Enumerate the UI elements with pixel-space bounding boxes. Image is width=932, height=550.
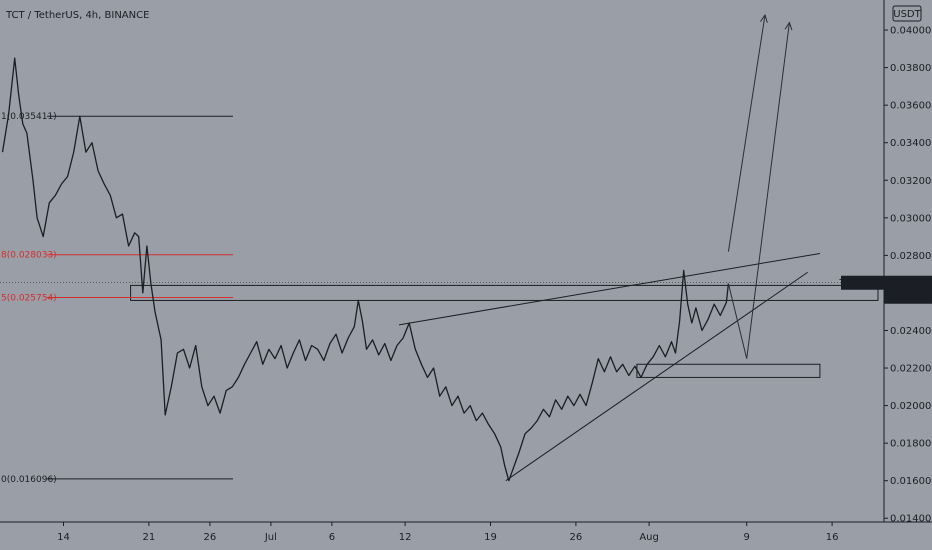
time-axis-label: 21	[143, 532, 156, 543]
time-axis-label: 6	[329, 532, 335, 543]
fib-level-label: 0(0.016096)	[1, 475, 57, 485]
time-axis-label: 26	[570, 532, 583, 543]
wedge-upper-trendline[interactable]	[398, 252, 820, 326]
time-axis-label: 12	[399, 532, 412, 543]
price-axis-label: 0.014000	[890, 514, 932, 525]
resistance-zone-box[interactable]	[130, 284, 879, 301]
projection-arrow-1-head	[760, 13, 768, 23]
projection-arrow-2-head	[784, 21, 793, 31]
fib-level-label: 8(0.028033)	[1, 251, 57, 261]
fib-level-label: 1(0.035411)	[1, 112, 57, 122]
bar-countdown: 01:29:34	[889, 292, 932, 303]
symbol-tag-bg	[841, 275, 884, 290]
projection-arrow-1[interactable]	[727, 14, 766, 252]
chart-title: TCT / TetherUS, 4h, BINANCE	[5, 10, 149, 21]
time-axis-label: 14	[57, 532, 70, 543]
fib-level-label: 5(0.025754)	[1, 294, 57, 304]
currency-badge[interactable]: USDT	[893, 9, 921, 20]
time-axis-label: 9	[744, 532, 750, 543]
price-series-line[interactable]	[1, 57, 730, 482]
time-axis-label: 16	[826, 532, 839, 543]
wedge-lower-trendline[interactable]	[505, 271, 808, 482]
time-axis-label: Jul	[264, 532, 277, 543]
currency-badge-frame[interactable]	[892, 5, 922, 22]
projection-arrow-2[interactable]	[727, 22, 790, 359]
time-axis-label: 19	[484, 532, 497, 543]
last-price-tag-bg	[884, 275, 932, 304]
time-axis-label: 26	[204, 532, 217, 543]
time-axis-label: Aug	[639, 532, 659, 543]
last-price-value: - 0.026542	[887, 278, 932, 289]
symbol-tag[interactable]: TCTUSDT	[838, 278, 886, 289]
